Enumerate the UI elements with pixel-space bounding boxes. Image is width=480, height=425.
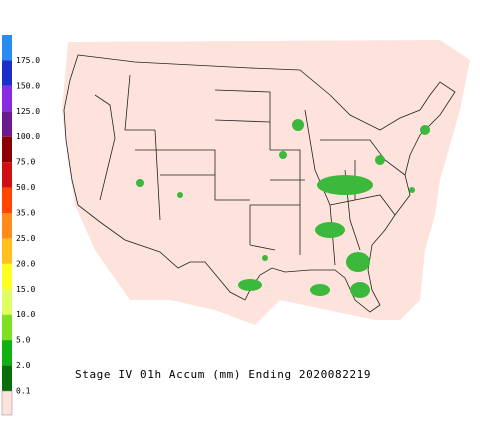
legend-swatch <box>2 213 12 239</box>
legend-swatch <box>2 162 12 188</box>
legend-label: 175.0 <box>16 56 40 65</box>
legend-swatch <box>2 263 12 290</box>
legend-swatch <box>2 289 12 315</box>
legend-swatch <box>2 136 12 163</box>
legend-swatch <box>2 187 12 213</box>
legend-label: 75.0 <box>16 158 35 167</box>
legend-label: 20.0 <box>16 259 35 268</box>
legend-label: 50.0 <box>16 183 35 192</box>
legend: 175.0 150.0 125.0 100.0 75.0 50.0 35.0 25.0 20.0… <box>2 35 40 396</box>
precipitation <box>136 119 430 298</box>
legend-swatch <box>2 111 12 137</box>
legend-label: 10.0 <box>16 310 35 319</box>
legend-label: 25.0 <box>16 234 35 243</box>
legend-label: 0.1 <box>16 387 31 396</box>
caption: Stage IV 01h Accum (mm) Ending 202008221… <box>75 368 371 381</box>
legend-label: 35.0 <box>16 209 35 218</box>
legend-label: 15.0 <box>16 285 35 294</box>
legend-label: 100.0 <box>16 132 40 141</box>
legend-swatch <box>2 60 12 86</box>
legend-swatch <box>2 85 12 112</box>
map <box>62 40 470 325</box>
legend-swatch <box>2 340 12 366</box>
us-outline <box>63 54 456 313</box>
analysis-domain <box>62 40 470 325</box>
legend-label: 150.0 <box>16 81 40 90</box>
legend-label: 5.0 <box>16 336 31 345</box>
legend-swatch <box>2 365 12 391</box>
legend-swatch <box>2 314 12 341</box>
legend-label: 125.0 <box>16 107 40 116</box>
legend-swatch <box>2 35 12 61</box>
legend-swatch <box>2 238 12 264</box>
legend-label: 2.0 <box>16 361 31 370</box>
legend-base-swatch <box>1 390 13 416</box>
